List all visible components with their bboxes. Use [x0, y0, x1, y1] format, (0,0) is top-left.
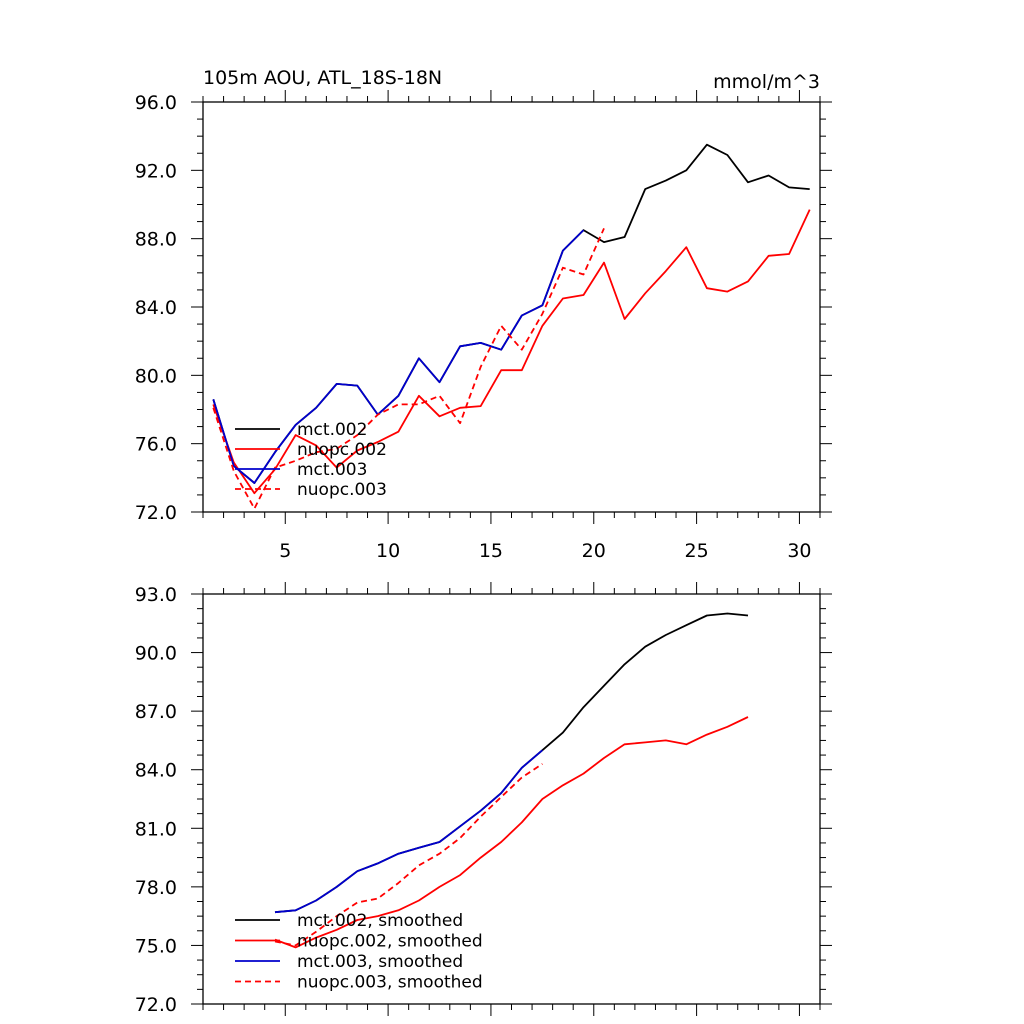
x-tick-label: 5 [279, 540, 291, 562]
y-tick-label: 88.0 [135, 229, 177, 251]
plot-frame [202, 101, 821, 513]
series-line-mct-002-smoothed [274, 612, 749, 914]
plot-frame [202, 593, 821, 1005]
legend-label: mct.003, smoothed [297, 952, 463, 972]
legend-label: nuopc.003, smoothed [297, 973, 483, 993]
y-tick-label: 78.0 [135, 877, 177, 899]
y-tick-label: 90.0 [135, 643, 177, 665]
y-tick-label: 76.0 [135, 434, 177, 456]
series-line-mct-003-smoothed [274, 749, 543, 914]
smoothed-aou-panel: 72.0 75.0 78.0 81.0 84.0 87.0 90.0 93.0 mct.002,… [135, 582, 832, 1016]
chart-title: 105m AOU, ATL_18S-18N [203, 67, 442, 89]
y-tick-label: 87.0 [135, 701, 177, 723]
y-tick-label: 96.0 [135, 92, 177, 114]
y-tick-label: 75.0 [135, 935, 177, 957]
legend-label: mct.002, smoothed [297, 911, 463, 931]
y-tick-label: 92.0 [135, 160, 177, 182]
x-tick-label: 30 [787, 540, 811, 562]
y-tick-label: 72.0 [135, 502, 177, 524]
annual-aou-panel: 5 10 15 20 25 30 72.0 76.0 80.0 84.0 88.0 92.0 96.0 m… [135, 90, 832, 562]
legend-label: mct.003 [297, 460, 367, 480]
series-line-mct-003 [212, 229, 585, 484]
legend-label: mct.002 [297, 420, 367, 440]
y-tick-label: 80.0 [135, 365, 177, 387]
y-tick-label: 93.0 [135, 584, 177, 606]
legend-label: nuopc.002, smoothed [297, 932, 483, 952]
y-tick-label: 72.0 [135, 994, 177, 1016]
series-line-nuopc-003 [212, 228, 605, 510]
series-line-nuopc-002 [212, 209, 811, 495]
series-line-nuopc-003-smoothed [274, 763, 543, 947]
x-tick-label: 15 [479, 540, 503, 562]
y-tick-label: 84.0 [135, 297, 177, 319]
x-tick-label: 25 [685, 540, 709, 562]
x-tick-label: 10 [376, 540, 400, 562]
legend-label: nuopc.003 [297, 480, 387, 500]
x-tick-label: 20 [582, 540, 606, 562]
series-line-nuopc-002-smoothed [274, 716, 749, 949]
legend-label: nuopc.002 [297, 440, 387, 460]
y-tick-label: 81.0 [135, 818, 177, 840]
y-tick-label: 84.0 [135, 760, 177, 782]
chart-units-label: mmol/m^3 [713, 71, 820, 93]
